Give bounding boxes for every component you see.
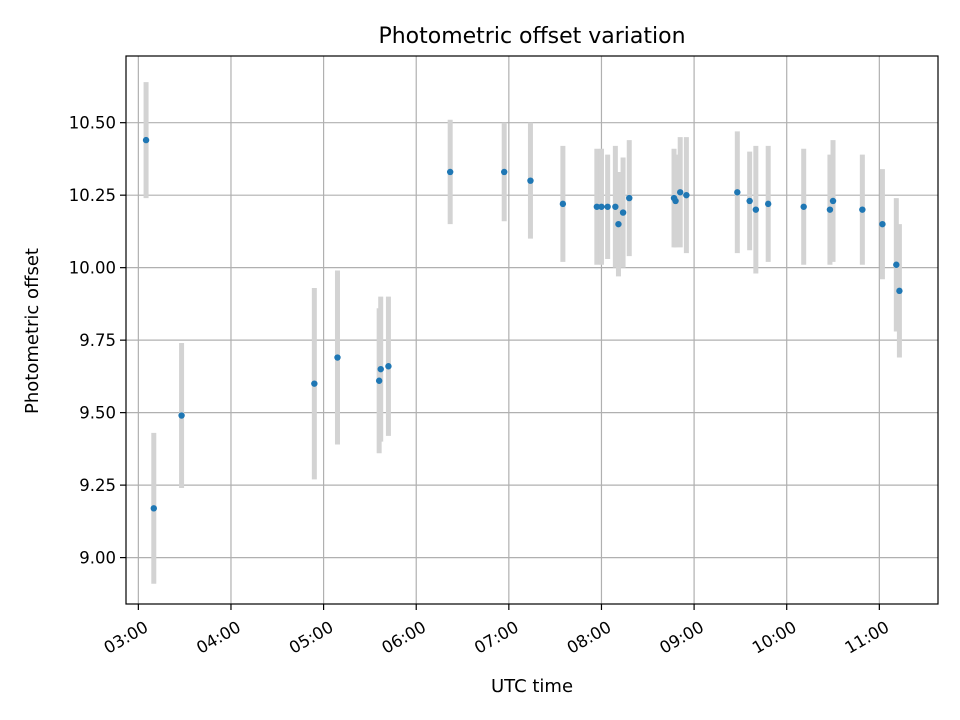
data-point: [764, 200, 772, 208]
data-point: [604, 203, 611, 210]
data-point: [826, 206, 834, 213]
data-point: [375, 377, 383, 384]
data-point: [800, 203, 807, 210]
data-point: [615, 220, 622, 228]
x-tick-label: 07:00: [471, 617, 522, 657]
point-layer: [142, 136, 903, 512]
data-point: [178, 412, 185, 419]
data-point: [385, 363, 392, 370]
data-point: [734, 189, 741, 196]
x-tick-label: 09:00: [656, 617, 707, 657]
data-point: [446, 168, 454, 176]
data-point: [626, 194, 633, 202]
plot-frame: [125, 55, 939, 605]
grid-layer: [126, 56, 938, 604]
data-point: [334, 354, 341, 361]
x-tick-label: 06:00: [379, 617, 430, 657]
data-point: [893, 261, 900, 268]
data-point: [142, 136, 150, 144]
data-point: [676, 189, 684, 196]
chart-title: Photometric offset variation: [378, 24, 685, 49]
x-tick-label: 11:00: [842, 617, 893, 657]
x-axis-label: UTC time: [491, 676, 573, 697]
y-tick-label: 9.25: [79, 476, 116, 495]
y-tick-label: 9.50: [79, 404, 116, 423]
data-point: [612, 203, 619, 210]
x-tick-label: 10:00: [749, 617, 800, 657]
data-point: [829, 197, 837, 205]
x-tick-label: 05:00: [286, 617, 337, 657]
x-tick-label: 03:00: [101, 617, 152, 657]
y-tick-label: 10.25: [69, 186, 116, 205]
data-point: [896, 287, 903, 295]
data-point: [598, 203, 605, 210]
y-tick-label: 9.00: [79, 549, 116, 568]
x-tick-label: 04:00: [193, 617, 244, 657]
y-tick-label: 9.75: [79, 331, 116, 350]
data-point: [752, 206, 760, 213]
data-point: [527, 177, 534, 184]
y-tick-label: 10.00: [69, 259, 116, 278]
data-point: [559, 200, 567, 208]
data-point: [619, 209, 627, 216]
x-tick-label: 08:00: [564, 617, 615, 657]
data-point: [879, 220, 886, 228]
data-point: [746, 197, 753, 205]
data-point: [859, 206, 866, 213]
y-tick-label: 10.50: [69, 114, 116, 133]
y-axis-label: Photometric offset: [22, 248, 43, 414]
data-point: [501, 168, 508, 176]
data-point: [150, 505, 157, 512]
data-point: [377, 365, 384, 373]
data-point: [311, 380, 318, 387]
data-point: [672, 197, 679, 205]
data-point: [593, 203, 601, 210]
data-point: [683, 191, 690, 199]
